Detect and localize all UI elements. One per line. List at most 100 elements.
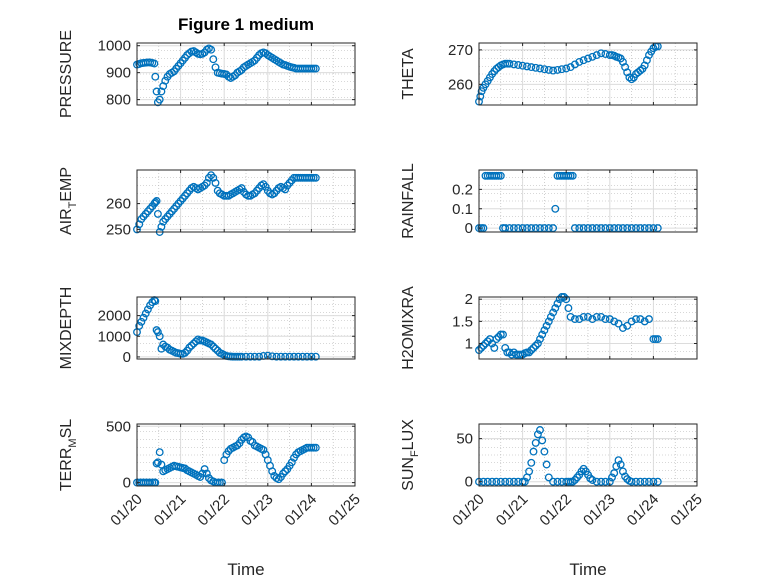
data-point — [527, 63, 536, 72]
y-tick-label: 1000 — [98, 38, 131, 55]
y-axis-label-rest: SL — [58, 419, 75, 439]
data-point — [531, 224, 540, 233]
data-point — [592, 312, 601, 321]
data-point — [618, 224, 627, 233]
data-point — [237, 184, 246, 193]
subplot-2-0: 0 1000 2000 MIXDEPTH — [58, 287, 356, 369]
data-point — [311, 64, 320, 73]
data-point — [614, 224, 623, 233]
data-point — [533, 430, 542, 439]
data-point — [259, 445, 268, 454]
data-point — [307, 64, 316, 73]
data-point — [564, 171, 573, 180]
data-point — [309, 173, 318, 182]
data-point — [570, 315, 579, 324]
y-tick-label: 0 — [123, 475, 131, 492]
y-tick-label: 500 — [106, 418, 131, 435]
data-point — [494, 332, 503, 341]
y-tick-label: 0.1 — [452, 201, 473, 218]
data-point — [645, 477, 653, 486]
data-point — [645, 315, 653, 324]
data-point — [544, 65, 553, 74]
data-point — [636, 477, 645, 486]
axes-box — [478, 42, 698, 106]
data-point — [185, 343, 194, 352]
data-point — [636, 66, 645, 75]
data-point — [536, 64, 544, 73]
data-point — [244, 191, 253, 200]
data-point — [640, 224, 649, 233]
data-point — [492, 335, 501, 344]
y-axis-label: RAINFALL — [400, 163, 417, 239]
data-point — [499, 330, 507, 339]
figure-title: Figure 1 medium — [178, 15, 314, 34]
data-point — [496, 171, 505, 180]
data-point — [551, 204, 560, 213]
data-point — [597, 477, 606, 486]
data-point — [303, 352, 311, 361]
y-tick-label: 50 — [456, 431, 473, 448]
data-point — [509, 477, 518, 486]
data-point — [509, 60, 518, 69]
data-point — [298, 352, 307, 361]
subplot-1-0: 250 260 AIRTEMP — [58, 167, 356, 238]
axes-box — [478, 423, 698, 487]
data-point — [198, 469, 207, 478]
data-point — [181, 348, 189, 357]
data-point — [627, 75, 636, 84]
data-point — [494, 171, 503, 180]
data-point — [311, 352, 320, 361]
data-point — [632, 224, 640, 233]
y-axis-label-subscript: F — [409, 450, 421, 457]
data-point — [588, 224, 597, 233]
data-point — [307, 173, 316, 182]
data-point — [281, 467, 290, 476]
data-point — [272, 352, 281, 361]
data-point — [614, 456, 623, 465]
data-point — [584, 54, 592, 63]
axes-box — [136, 169, 356, 233]
data-point — [653, 477, 662, 486]
data-point — [167, 207, 176, 216]
y-axis-label-rest: LUX — [400, 419, 417, 450]
data-point — [290, 352, 298, 361]
data-point — [645, 224, 653, 233]
data-point — [139, 313, 148, 322]
data-point — [623, 321, 632, 330]
data-point — [636, 224, 645, 233]
data-point — [233, 441, 242, 450]
data-point — [202, 469, 211, 478]
data-point — [540, 65, 549, 74]
data-point — [311, 443, 320, 452]
data-point — [538, 330, 547, 339]
data-point — [514, 224, 523, 233]
data-point — [152, 459, 161, 468]
y-axis-label: AIRTEMP — [58, 167, 79, 235]
data-point — [285, 352, 294, 361]
data-point — [157, 87, 166, 96]
data-point — [490, 343, 499, 352]
data-point — [540, 447, 549, 456]
series-markers — [133, 296, 320, 361]
data-point — [143, 305, 152, 314]
data-point — [152, 197, 161, 205]
data-point — [281, 352, 290, 361]
data-point — [544, 224, 553, 233]
series-markers — [133, 171, 320, 236]
subplot-1-1: 0 0.1 0.2 RAINFALL — [400, 163, 698, 239]
data-point — [505, 348, 514, 357]
data-point — [542, 321, 551, 330]
data-point — [640, 317, 649, 326]
data-point — [505, 477, 514, 486]
data-point — [157, 222, 166, 231]
data-point — [514, 61, 523, 69]
data-point — [151, 72, 160, 81]
data-point — [492, 171, 501, 180]
data-point — [592, 51, 601, 60]
data-point — [294, 352, 303, 361]
data-point — [632, 477, 640, 486]
data-point — [531, 438, 540, 447]
data-point — [540, 224, 549, 233]
data-point — [610, 317, 619, 326]
data-point — [281, 185, 290, 194]
